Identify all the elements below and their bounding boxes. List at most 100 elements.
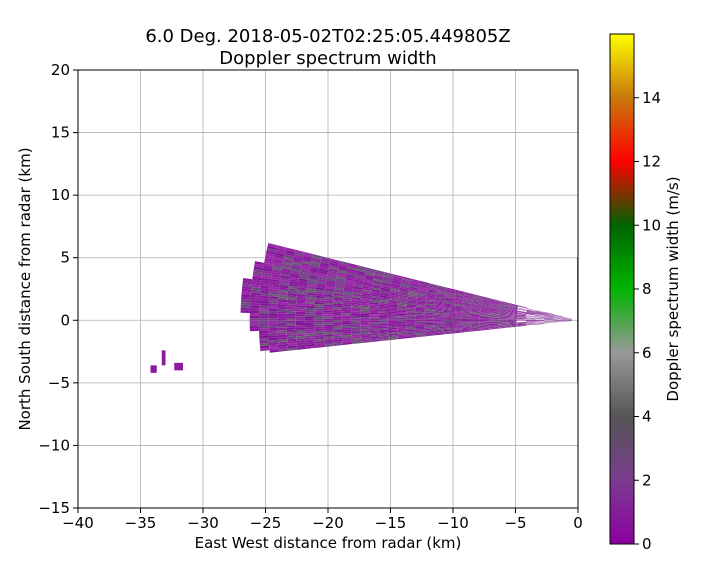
radar-gate bbox=[433, 322, 443, 324]
radar-gate bbox=[398, 296, 408, 299]
radar-gate bbox=[461, 312, 471, 314]
radar-gate bbox=[452, 328, 462, 331]
radar-gate bbox=[434, 332, 444, 335]
radar-gate bbox=[333, 335, 343, 339]
radar-gate bbox=[452, 311, 462, 314]
radar-gate bbox=[295, 314, 305, 317]
radar-gate bbox=[388, 333, 398, 336]
radar-gate bbox=[517, 307, 527, 311]
radar-gate bbox=[489, 311, 499, 314]
radar-gate bbox=[305, 299, 315, 302]
radar-gate bbox=[443, 302, 454, 305]
radar-gate bbox=[333, 299, 343, 302]
radar-gate bbox=[498, 308, 509, 311]
radar-gate bbox=[562, 316, 572, 319]
radar-gate bbox=[332, 330, 343, 333]
radar-gate bbox=[314, 330, 324, 334]
radar-gate bbox=[433, 314, 444, 317]
radar-gate bbox=[406, 304, 417, 307]
radar-gate bbox=[369, 313, 379, 316]
radar-gate bbox=[350, 317, 361, 319]
radar-gate bbox=[360, 320, 370, 323]
radar-gate bbox=[526, 310, 536, 313]
radar-gate bbox=[369, 328, 379, 331]
radar-gate bbox=[481, 300, 491, 303]
radar-gate bbox=[311, 258, 321, 263]
radar-gate bbox=[397, 328, 407, 331]
radar-gate bbox=[323, 304, 333, 308]
radar-gate bbox=[266, 250, 276, 255]
radar-gate bbox=[264, 257, 275, 263]
x-axis-label: East West distance from radar (km) bbox=[195, 534, 462, 552]
radar-gate bbox=[287, 295, 297, 299]
radar-gate bbox=[425, 302, 435, 305]
radar-gate bbox=[297, 282, 308, 287]
radar-gate bbox=[295, 311, 306, 315]
radar-gate bbox=[480, 328, 490, 330]
radar-gate bbox=[378, 306, 389, 309]
radar-gate bbox=[462, 304, 472, 307]
radar-gate bbox=[277, 330, 287, 333]
radar-gate bbox=[336, 274, 346, 278]
radar-gate bbox=[406, 302, 417, 306]
radar-gate bbox=[424, 322, 434, 325]
radar-gate bbox=[516, 313, 527, 315]
radar-gate bbox=[333, 297, 343, 301]
radar-gate bbox=[300, 267, 310, 272]
radar-gate bbox=[516, 318, 526, 320]
radar-gate bbox=[444, 299, 454, 302]
radar-gate bbox=[461, 307, 472, 310]
radar-gate bbox=[461, 313, 471, 316]
radar-gate bbox=[443, 330, 453, 333]
radar-gate bbox=[379, 301, 389, 304]
radar-gate bbox=[258, 318, 269, 321]
radar-gate bbox=[277, 313, 287, 317]
radar-gate bbox=[525, 318, 535, 320]
radar-gate bbox=[416, 301, 426, 304]
radar-gate bbox=[498, 316, 508, 318]
radar-gate bbox=[378, 332, 389, 335]
radar-gate bbox=[345, 274, 356, 278]
radar-gate bbox=[279, 282, 289, 287]
radar-gate bbox=[268, 325, 278, 329]
radar-gate bbox=[525, 322, 536, 324]
radar-gate bbox=[553, 315, 563, 318]
radar-gate bbox=[370, 339, 380, 343]
radar-gate bbox=[406, 321, 416, 324]
radar-gate bbox=[249, 328, 260, 332]
radar-gate bbox=[452, 320, 462, 322]
radar-gate bbox=[498, 317, 508, 319]
radar-gate bbox=[332, 312, 342, 316]
radar-gate bbox=[271, 269, 282, 274]
radar-gate bbox=[332, 328, 342, 331]
radar-gate bbox=[489, 327, 499, 329]
radar-gate bbox=[424, 320, 434, 322]
radar-gate bbox=[488, 317, 499, 319]
x-tick-label: −20 bbox=[312, 514, 344, 532]
radar-gate bbox=[553, 321, 563, 322]
radar-gate bbox=[479, 314, 490, 316]
radar-gate bbox=[452, 316, 462, 318]
radar-gate bbox=[378, 323, 388, 326]
radar-gate bbox=[378, 329, 389, 332]
radar-gate bbox=[544, 315, 554, 318]
radar-gate bbox=[507, 317, 517, 319]
radar-gate bbox=[369, 309, 379, 312]
radar-gate bbox=[470, 315, 480, 317]
radar-gate bbox=[350, 320, 361, 323]
radar-gate bbox=[268, 318, 278, 321]
radar-gate bbox=[309, 268, 319, 273]
radar-gate bbox=[397, 330, 407, 333]
radar-gate bbox=[445, 293, 455, 297]
radar-gate bbox=[305, 294, 316, 298]
radar-gate bbox=[516, 313, 527, 315]
radar-gate bbox=[387, 314, 398, 317]
radar-gate bbox=[488, 316, 499, 318]
radar-gate bbox=[490, 304, 500, 307]
radar-gate bbox=[333, 291, 344, 295]
radar-gate bbox=[286, 322, 296, 326]
radar-gate bbox=[314, 326, 324, 330]
radar-gate bbox=[387, 326, 398, 329]
radar-gate bbox=[490, 302, 500, 306]
radar-gate bbox=[268, 323, 278, 326]
